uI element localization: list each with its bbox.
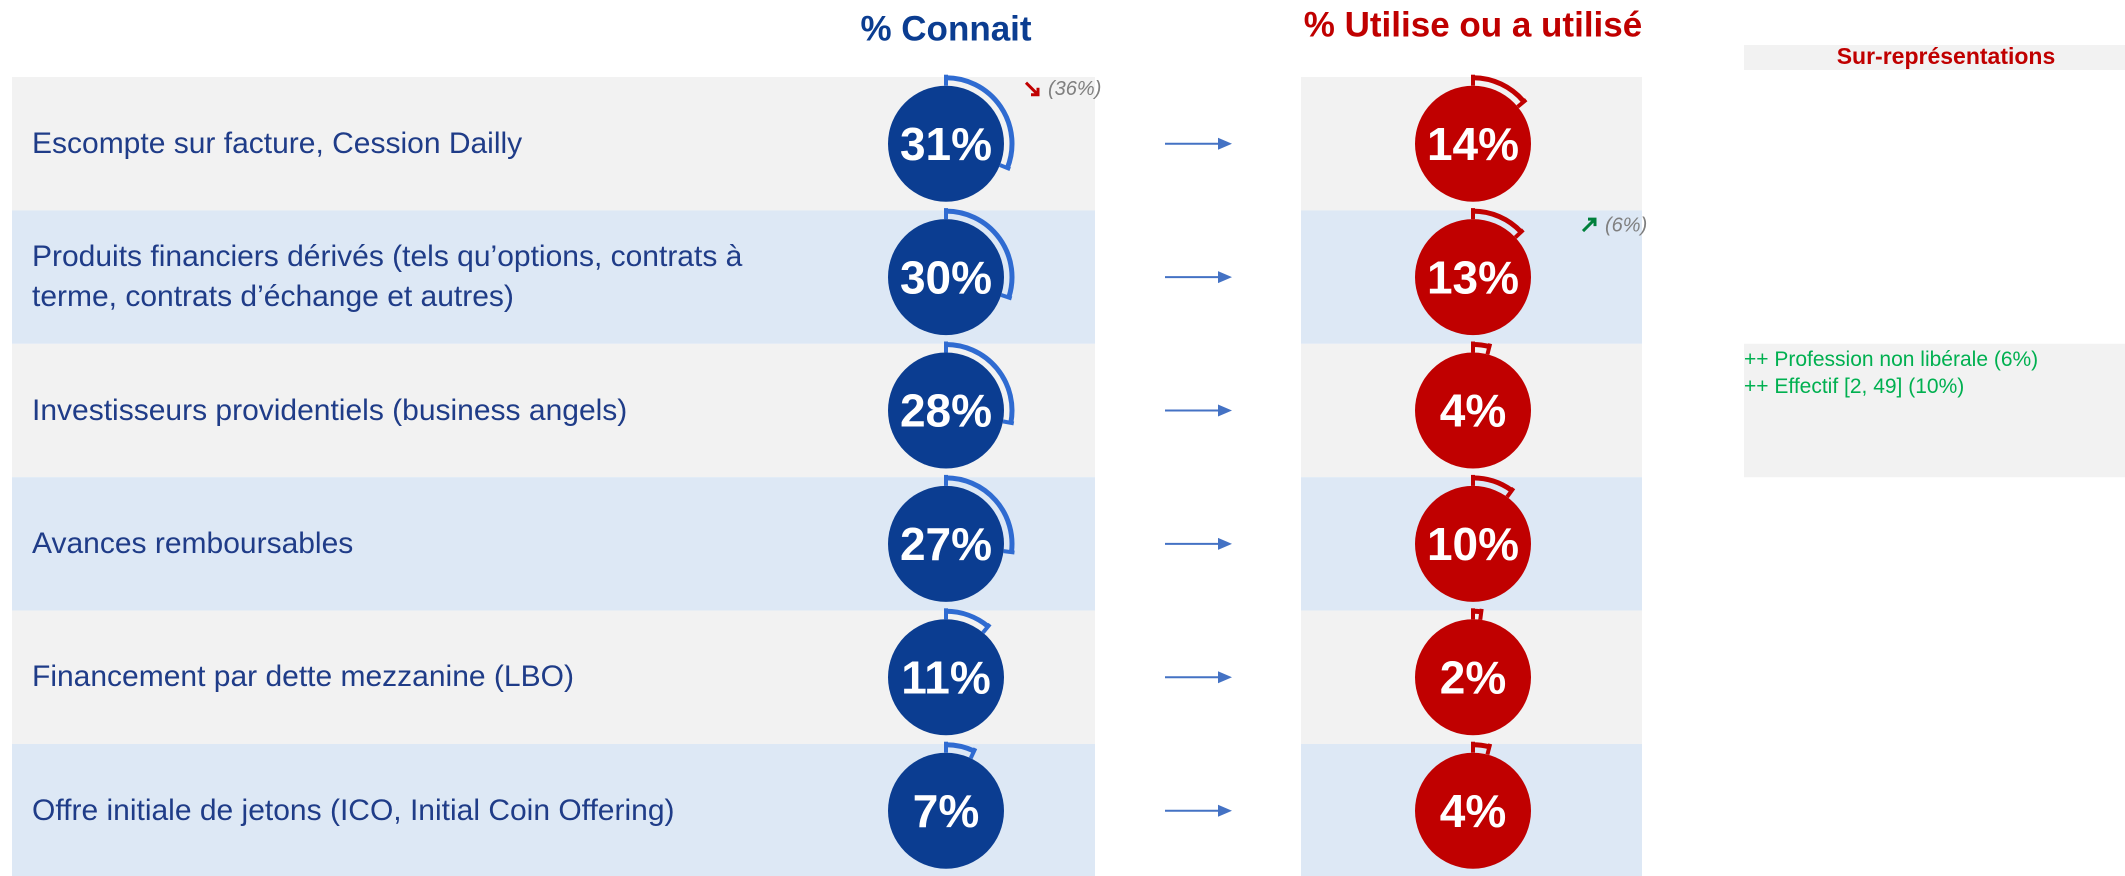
arc-end xyxy=(999,163,1011,171)
value-label: 13% xyxy=(1427,251,1519,303)
value-arc xyxy=(1472,342,1491,350)
arc-end xyxy=(1513,228,1525,239)
value-circle xyxy=(1415,485,1531,602)
side-note: ++ Profession non libérale (6%) xyxy=(1744,347,2039,371)
value-arc xyxy=(945,75,1015,169)
flag-label: (6%) xyxy=(1605,214,1647,236)
value-label: 31% xyxy=(900,118,992,170)
value-circle xyxy=(888,752,1004,869)
arc-end xyxy=(1000,293,1013,301)
connector-arrowhead xyxy=(1218,137,1232,150)
arc-end xyxy=(1485,743,1493,756)
value-circle xyxy=(1415,85,1531,202)
arc-end xyxy=(1003,549,1015,555)
arc-end xyxy=(981,622,992,634)
trend-arrow xyxy=(1024,81,1040,97)
value-label: 14% xyxy=(1427,118,1519,170)
value-circle xyxy=(1415,352,1531,469)
arc-end xyxy=(1505,486,1516,499)
category-label: Avances remboursables xyxy=(32,526,354,560)
arc-end xyxy=(1478,608,1484,621)
arc-end xyxy=(968,747,978,760)
side-row-background xyxy=(1744,343,2125,478)
value-circle xyxy=(1415,619,1531,736)
series-title: % Utilise ou a utilisé xyxy=(1304,5,1642,44)
value-label: 2% xyxy=(1440,651,1506,703)
connector-arrowhead xyxy=(1218,804,1232,817)
value-label: 10% xyxy=(1427,518,1519,570)
value-arc xyxy=(945,475,1015,553)
value-circle xyxy=(888,352,1004,469)
side-note: ++ Effectif [2, 49] (10%) xyxy=(1744,374,1965,398)
category-label: Offre initiale de jetons (ICO, Initial C… xyxy=(32,793,675,827)
value-label: 4% xyxy=(1440,785,1506,837)
value-label: 30% xyxy=(900,251,992,303)
value-label: 11% xyxy=(901,651,991,703)
side-header-background xyxy=(1744,45,2125,70)
value-arc xyxy=(945,608,990,629)
value-arc xyxy=(945,342,1015,424)
value-circle xyxy=(888,219,1004,336)
category-label: Financement par dette mezzanine (LBO) xyxy=(32,660,574,694)
value-arc xyxy=(1472,75,1526,104)
connector-arrowhead xyxy=(1218,671,1232,684)
value-label: 27% xyxy=(900,518,992,570)
value-circle xyxy=(888,485,1004,602)
trend-arrow xyxy=(1581,217,1597,233)
category-label: Escompte sur facture, Cession Dailly xyxy=(32,126,523,160)
value-circle xyxy=(888,85,1004,202)
flag-label: (36%) xyxy=(1048,78,1101,100)
arc-end xyxy=(1516,98,1528,109)
category-label: Produits financiers dérivés (tels qu’opt… xyxy=(32,240,743,314)
arc-end xyxy=(1002,419,1015,426)
side-title: Sur-représentations xyxy=(1837,43,2056,69)
value-arc xyxy=(1472,475,1514,493)
series-title: % Connait xyxy=(860,9,1031,48)
value-label: 4% xyxy=(1440,385,1506,437)
connector-arrowhead xyxy=(1218,271,1232,284)
value-label: 7% xyxy=(913,785,979,837)
value-circle xyxy=(888,619,1004,736)
value-arc xyxy=(1472,742,1491,750)
connector-arrowhead xyxy=(1218,404,1232,417)
value-label: 28% xyxy=(900,385,992,437)
category-label: Investisseurs providentiels (business an… xyxy=(32,393,628,427)
arc-end xyxy=(1485,343,1493,355)
value-circle xyxy=(1415,752,1531,869)
value-arc xyxy=(1472,208,1523,234)
value-circle xyxy=(1415,219,1531,336)
connector-arrowhead xyxy=(1218,537,1232,550)
value-arc xyxy=(945,208,1015,299)
